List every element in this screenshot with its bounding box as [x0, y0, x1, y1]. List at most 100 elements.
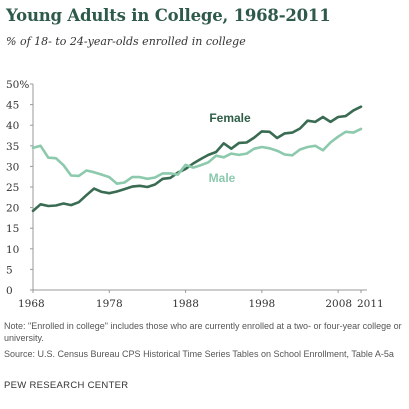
data-point-male	[245, 152, 248, 155]
data-point-female	[32, 209, 34, 212]
data-point-male	[146, 177, 149, 180]
data-point-female	[184, 167, 187, 170]
chart-subtitle: % of 18- to 24-year-olds enrolled in col…	[6, 35, 246, 48]
x-tick-label: 2008	[325, 298, 352, 310]
data-point-male	[131, 176, 134, 179]
data-point-female	[215, 151, 217, 153]
data-point-male	[108, 176, 111, 179]
y-tick-label: 30	[6, 161, 19, 173]
chart-note: Note: "Enrolled in college" includes tho…	[4, 321, 402, 343]
data-point-male	[93, 171, 95, 174]
x-tick-label: 2011	[357, 298, 384, 310]
data-point-male	[222, 156, 225, 159]
data-point-male	[352, 131, 355, 134]
y-tick-label: 40	[6, 120, 19, 132]
data-point-female	[230, 147, 233, 150]
data-point-female	[77, 201, 80, 204]
data-point-male	[321, 149, 324, 152]
data-point-female	[199, 158, 202, 160]
data-point-male	[62, 164, 65, 167]
data-point-female	[85, 194, 88, 197]
data-point-male	[283, 153, 286, 156]
data-point-female	[108, 192, 111, 195]
data-point-female	[192, 162, 195, 165]
data-point-male	[192, 166, 195, 169]
data-point-female	[123, 188, 126, 190]
data-point-female	[47, 205, 50, 207]
data-point-female	[146, 186, 149, 188]
y-tick-label: 20	[6, 203, 19, 215]
data-point-female	[222, 142, 225, 145]
data-point-male	[337, 135, 340, 138]
data-point-male	[177, 173, 179, 176]
data-point-male	[344, 130, 347, 133]
x-tick-label: 1988	[172, 298, 199, 310]
data-point-male	[215, 154, 217, 157]
data-point-male	[32, 146, 34, 149]
data-point-female	[344, 115, 347, 118]
data-point-male	[207, 161, 210, 164]
data-point-female	[352, 109, 355, 112]
y-tick-label: 50%	[6, 79, 29, 91]
data-point-female	[253, 136, 256, 139]
data-point-male	[138, 176, 141, 179]
data-point-female	[100, 191, 103, 193]
chart-title: Young Adults in College, 1968-2011	[6, 6, 331, 25]
data-point-male	[39, 144, 42, 147]
data-point-female	[268, 130, 271, 133]
data-point-female	[321, 116, 324, 118]
data-point-female	[260, 130, 263, 133]
publisher-credit: PEW RESEARCH CENTER	[4, 380, 129, 391]
data-point-female	[154, 183, 156, 186]
data-point-male	[329, 141, 332, 144]
series-line-male	[31, 127, 363, 185]
data-point-male	[184, 163, 187, 166]
series-label-male: Male	[209, 171, 236, 185]
data-point-male	[276, 149, 278, 152]
data-point-male	[260, 146, 263, 148]
data-point-female	[207, 153, 210, 156]
data-point-male	[314, 144, 317, 147]
data-point-female	[245, 141, 248, 144]
y-tick-label: 0	[6, 285, 13, 297]
data-point-male	[199, 164, 202, 167]
data-point-female	[138, 184, 141, 187]
data-point-female	[337, 116, 340, 118]
data-point-male	[116, 182, 118, 185]
data-point-male	[47, 156, 50, 159]
series-label-female: Female	[209, 111, 251, 125]
x-tick-label: 1968	[18, 298, 45, 310]
data-point-female	[283, 132, 286, 135]
y-tick-label: 10	[6, 244, 19, 256]
data-point-female	[276, 137, 278, 139]
data-point-female	[54, 204, 57, 207]
data-point-male	[77, 174, 80, 177]
y-tick-label: 5	[6, 264, 13, 276]
data-point-male	[299, 148, 301, 151]
y-tick-label: 35	[6, 141, 19, 153]
data-point-male	[360, 128, 362, 130]
data-point-female	[39, 203, 42, 206]
data-point-male	[100, 173, 103, 176]
data-point-female	[360, 105, 362, 108]
data-point-male	[291, 154, 294, 157]
data-point-female	[314, 121, 317, 123]
y-tick-label: 25	[6, 182, 19, 194]
data-point-female	[116, 190, 118, 193]
data-point-male	[306, 146, 309, 148]
data-point-female	[70, 204, 73, 207]
data-point-female	[62, 202, 65, 205]
data-point-female	[161, 177, 164, 180]
data-point-female	[291, 131, 294, 134]
data-point-male	[169, 172, 172, 175]
data-point-male	[154, 176, 156, 179]
y-tick-label: 45	[6, 100, 19, 112]
y-tick-label: 15	[6, 223, 19, 235]
data-point-male	[85, 169, 88, 172]
data-point-male	[161, 172, 164, 175]
data-point-female	[238, 142, 240, 144]
data-point-male	[268, 147, 271, 150]
data-point-male	[54, 157, 57, 160]
data-point-male	[123, 181, 126, 184]
